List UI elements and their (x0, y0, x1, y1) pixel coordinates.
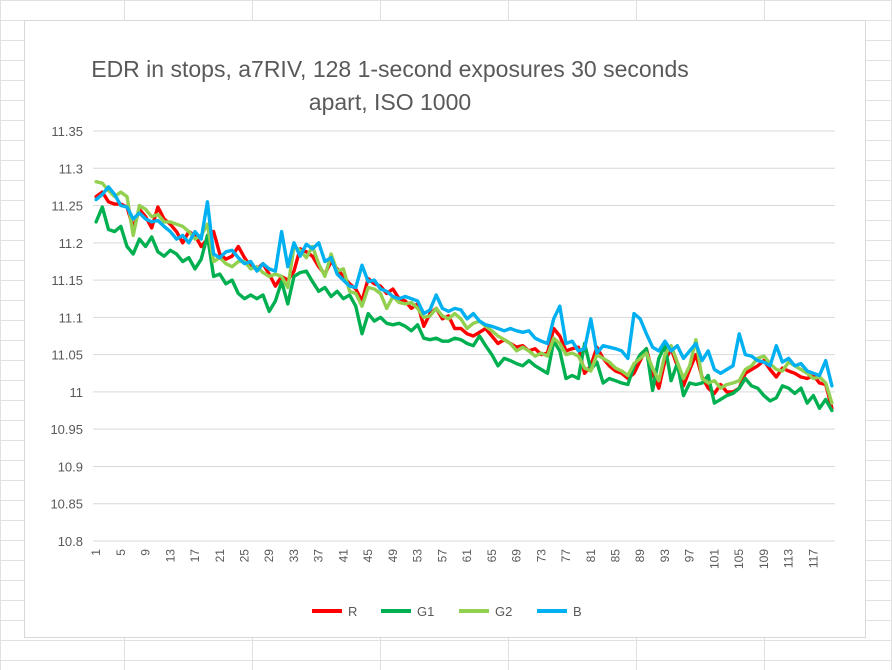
x-tick-label: 89 (633, 549, 647, 563)
x-axis-ticks: 1 5 9 13 17 21 25 29 33 37 41 45 49 53 57 61 65 69 73 77 81 8… (89, 549, 820, 569)
x-tick-label: 1 (89, 549, 103, 556)
y-tick-label: 10.85 (50, 497, 83, 512)
y-tick-label: 10.8 (58, 534, 83, 549)
x-tick-label: 61 (460, 549, 474, 563)
series-line-r[interactable] (94, 190, 834, 410)
x-tick-label: 29 (262, 549, 276, 563)
line-chart: EDR in stops, a7RIV, 128 1-second exposu… (50, 56, 835, 619)
x-tick-label: 73 (534, 549, 548, 563)
y-tick-label: 11.15 (51, 273, 83, 288)
y-axis-ticks: 10.8 10.85 10.9 10.95 11 11.05 11.1 11.15 11.2 11… (50, 124, 83, 549)
x-tick-label: 9 (139, 549, 153, 556)
legend: R G1 G2 B (312, 604, 582, 619)
x-tick-label: 97 (683, 549, 697, 563)
x-tick-label: 45 (361, 549, 375, 563)
legend-label-b: B (573, 604, 582, 619)
x-tick-label: 37 (312, 549, 326, 563)
x-tick-label: 117 (806, 549, 820, 568)
x-tick-label: 5 (114, 549, 128, 556)
y-tick-label: 11.1 (59, 310, 83, 325)
series-line-b[interactable] (94, 185, 834, 388)
y-tick-label: 11.3 (59, 161, 83, 176)
x-tick-label: 77 (559, 549, 573, 563)
x-tick-label: 93 (658, 549, 672, 563)
x-tick-label: 49 (386, 549, 400, 563)
gridlines (93, 130, 835, 542)
x-tick-label: 81 (584, 549, 598, 563)
y-tick-label: 11.05 (51, 348, 83, 363)
chart-title-line-1: EDR in stops, a7RIV, 128 1-second exposu… (91, 56, 689, 82)
x-tick-label: 85 (608, 549, 622, 563)
y-tick-label: 11 (70, 385, 84, 400)
series-lines (94, 179, 834, 413)
legend-label-g2: G2 (495, 604, 512, 619)
chart-title-line-2: apart, ISO 1000 (309, 89, 471, 115)
x-tick-label: 105 (732, 549, 746, 569)
x-tick-label: 69 (510, 549, 524, 563)
x-tick-label: 65 (485, 549, 499, 563)
x-tick-label: 101 (707, 549, 721, 569)
x-tick-label: 33 (287, 549, 301, 563)
y-tick-label: 10.9 (58, 459, 83, 474)
x-tick-label: 17 (188, 549, 202, 563)
legend-label-g1: G1 (417, 604, 434, 619)
chart-area[interactable]: EDR in stops, a7RIV, 128 1-second exposu… (24, 20, 866, 638)
y-tick-label: 11.35 (51, 124, 83, 139)
y-tick-label: 10.95 (50, 422, 83, 437)
x-tick-label: 41 (336, 549, 350, 563)
x-tick-label: 109 (757, 549, 771, 569)
series-line-g1[interactable] (94, 205, 834, 413)
x-tick-label: 21 (213, 549, 227, 563)
x-tick-label: 13 (163, 549, 177, 563)
x-tick-label: 25 (237, 549, 251, 563)
legend-label-r: R (348, 604, 357, 619)
y-tick-label: 11.25 (51, 199, 83, 214)
y-tick-label: 11.2 (59, 236, 83, 251)
x-tick-label: 113 (782, 549, 796, 568)
x-tick-label: 57 (435, 549, 449, 563)
x-tick-label: 53 (411, 549, 425, 563)
